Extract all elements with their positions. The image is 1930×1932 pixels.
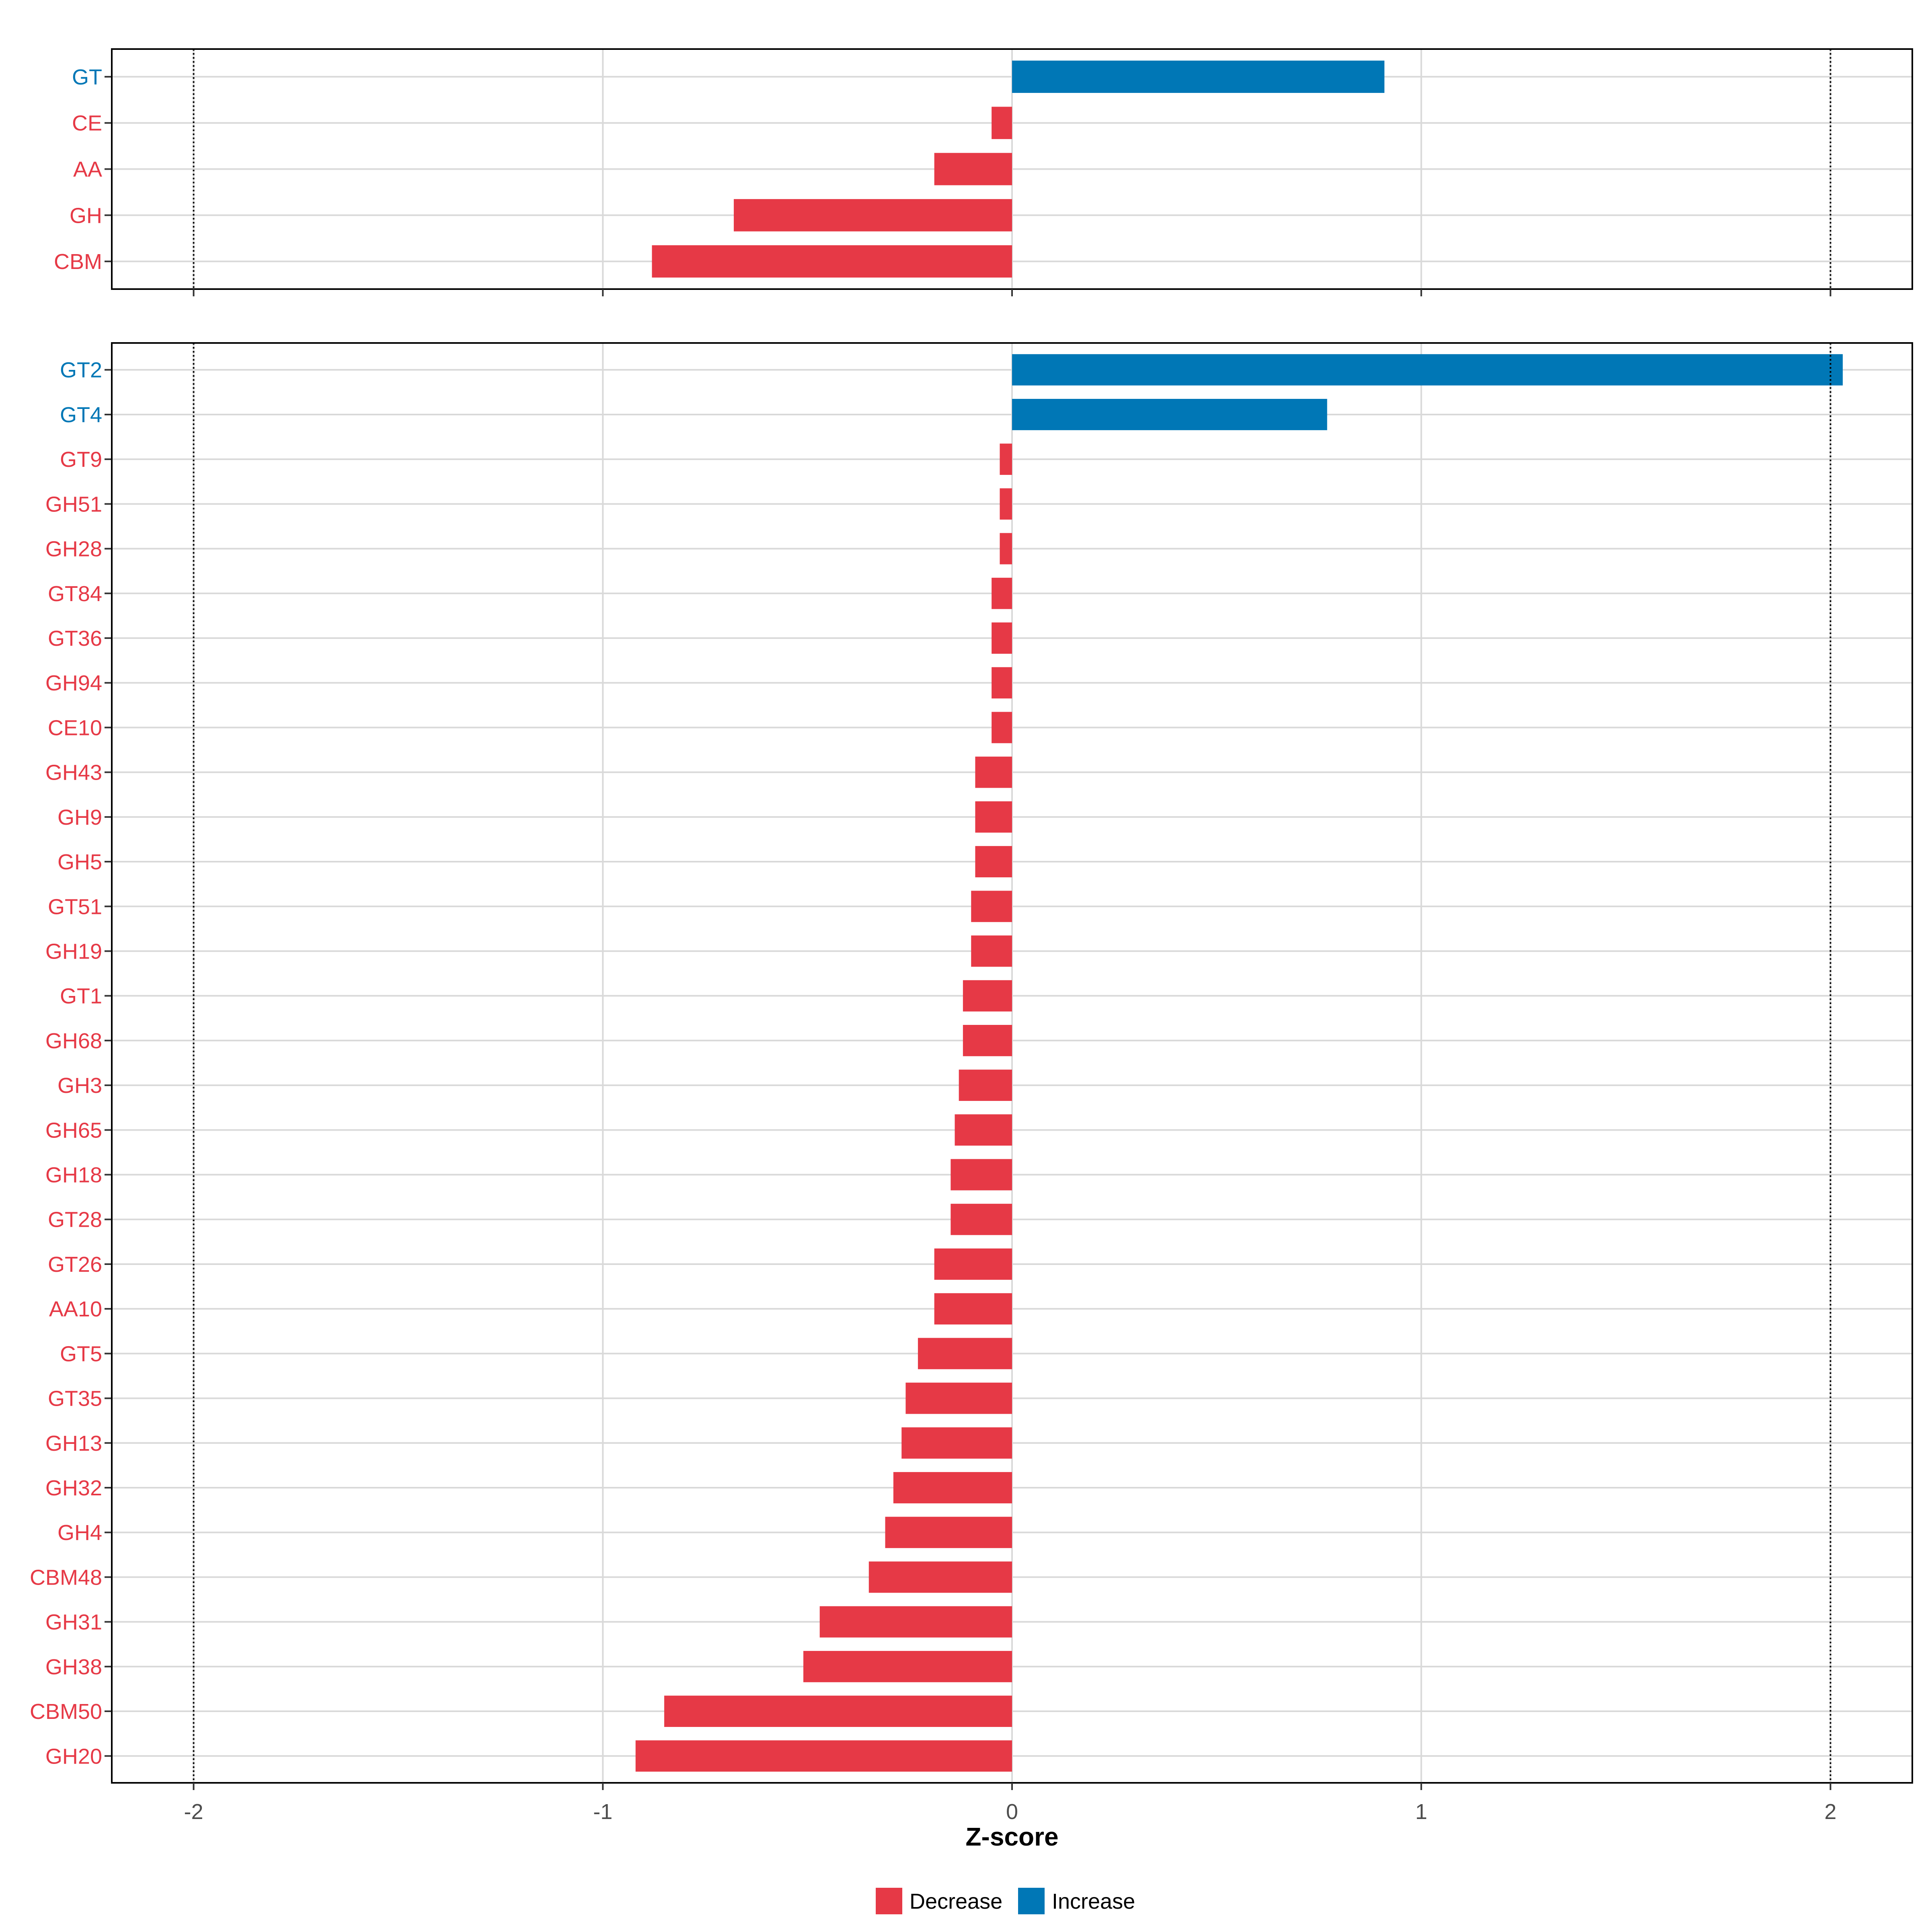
bar-gh19 xyxy=(971,935,1012,967)
category-label-ce: CE xyxy=(72,111,102,136)
bar-gt28 xyxy=(951,1203,1012,1235)
bar-gh38 xyxy=(803,1651,1012,1682)
panel-family: GT2 GT4 GT9 GH51 GH28 GT84 GT36 GH94 CE10 GH43 GH9… xyxy=(30,342,1913,1790)
category-label-gh38: GH38 xyxy=(45,1655,102,1679)
category-label-cbm50: CBM50 xyxy=(30,1700,102,1724)
category-label-gh32: GH32 xyxy=(45,1476,102,1500)
bar-gt51 xyxy=(971,891,1012,922)
category-label-gh65: GH65 xyxy=(45,1118,102,1142)
bar-gh51 xyxy=(1000,488,1012,520)
category-label-gt5: GT5 xyxy=(60,1342,102,1366)
category-label-gh68: GH68 xyxy=(45,1029,102,1053)
x-axis-title: Z-score xyxy=(965,1822,1058,1851)
bar-gt35 xyxy=(905,1382,1012,1414)
bar-ce10 xyxy=(992,712,1012,743)
bar-gh xyxy=(733,199,1012,232)
x-tick-label: -1 xyxy=(593,1800,612,1824)
legend-swatch-decrease xyxy=(876,1888,902,1914)
category-label-ce10: CE10 xyxy=(48,716,102,740)
category-label-gh94: GH94 xyxy=(45,671,102,695)
category-label-gt: GT xyxy=(72,65,102,89)
bar-gh68 xyxy=(963,1025,1012,1056)
category-label-cbm: CBM xyxy=(54,250,102,274)
x-tick-label: 2 xyxy=(1824,1800,1836,1824)
legend-swatch-increase xyxy=(1018,1888,1045,1914)
category-label-gh9: GH9 xyxy=(57,805,102,829)
bar-ce xyxy=(992,107,1012,139)
category-label-gh4: GH4 xyxy=(57,1521,102,1545)
bar-gt9 xyxy=(1000,443,1012,475)
bar-gt4 xyxy=(1012,399,1327,430)
category-label-gt84: GT84 xyxy=(48,582,102,606)
x-tick-label: -2 xyxy=(184,1800,203,1824)
x-tick-label: 0 xyxy=(1006,1800,1018,1824)
bar-gh4 xyxy=(885,1517,1012,1548)
bar-gh20 xyxy=(635,1740,1012,1772)
x-tick-label: 1 xyxy=(1415,1800,1427,1824)
legend: Decrease Increase xyxy=(876,1888,1135,1914)
bar-gt5 xyxy=(918,1338,1012,1369)
bar-gh13 xyxy=(901,1427,1012,1459)
bar-cbm50 xyxy=(664,1696,1012,1727)
category-label-aa10: AA10 xyxy=(49,1297,102,1321)
category-label-gt4: GT4 xyxy=(60,403,102,427)
category-label-gt36: GT36 xyxy=(48,626,102,651)
category-label-gt9: GT9 xyxy=(60,448,102,472)
category-label-gh31: GH31 xyxy=(45,1610,102,1634)
category-label-gh3: GH3 xyxy=(57,1074,102,1098)
legend-label-increase: Increase xyxy=(1052,1889,1135,1914)
bar-cbm48 xyxy=(868,1561,1012,1593)
bar-gh3 xyxy=(959,1070,1012,1101)
category-label-gt2: GT2 xyxy=(60,358,102,382)
bar-cbm xyxy=(652,245,1012,278)
bar-gh18 xyxy=(951,1159,1012,1191)
category-label-aa: AA xyxy=(73,158,102,182)
category-label-gt51: GT51 xyxy=(48,895,102,919)
bar-gt xyxy=(1012,60,1385,93)
bar-gt2 xyxy=(1012,354,1843,386)
category-label-gh18: GH18 xyxy=(45,1163,102,1187)
category-label-gh5: GH5 xyxy=(57,850,102,874)
category-label-gh28: GH28 xyxy=(45,537,102,561)
bar-gh9 xyxy=(975,801,1012,833)
bar-gt26 xyxy=(934,1248,1012,1280)
bar-gh28 xyxy=(1000,533,1012,565)
category-label-gh: GH xyxy=(70,203,102,228)
bar-gt84 xyxy=(992,577,1012,609)
bar-gt36 xyxy=(992,622,1012,654)
category-label-gt26: GT26 xyxy=(48,1252,102,1277)
bar-gt1 xyxy=(963,980,1012,1012)
bar-aa xyxy=(934,153,1012,185)
bar-gh65 xyxy=(955,1114,1012,1146)
category-label-gt28: GT28 xyxy=(48,1208,102,1232)
category-label-gh20: GH20 xyxy=(45,1744,102,1768)
category-label-gt35: GT35 xyxy=(48,1387,102,1411)
category-label-gh51: GH51 xyxy=(45,492,102,516)
category-label-gh19: GH19 xyxy=(45,939,102,963)
bar-gh43 xyxy=(975,756,1012,788)
bar-gh32 xyxy=(893,1472,1012,1503)
legend-label-decrease: Decrease xyxy=(910,1889,1002,1914)
category-label-gt1: GT1 xyxy=(60,984,102,1008)
category-label-gh13: GH13 xyxy=(45,1431,102,1456)
category-label-gh43: GH43 xyxy=(45,761,102,785)
bar-aa10 xyxy=(934,1293,1012,1325)
bar-gh94 xyxy=(992,667,1012,699)
bar-gh5 xyxy=(975,846,1012,877)
panel-class: GT CE AA GH CBM xyxy=(54,48,1913,296)
category-label-cbm48: CBM48 xyxy=(30,1565,102,1589)
bar-gh31 xyxy=(819,1606,1012,1638)
